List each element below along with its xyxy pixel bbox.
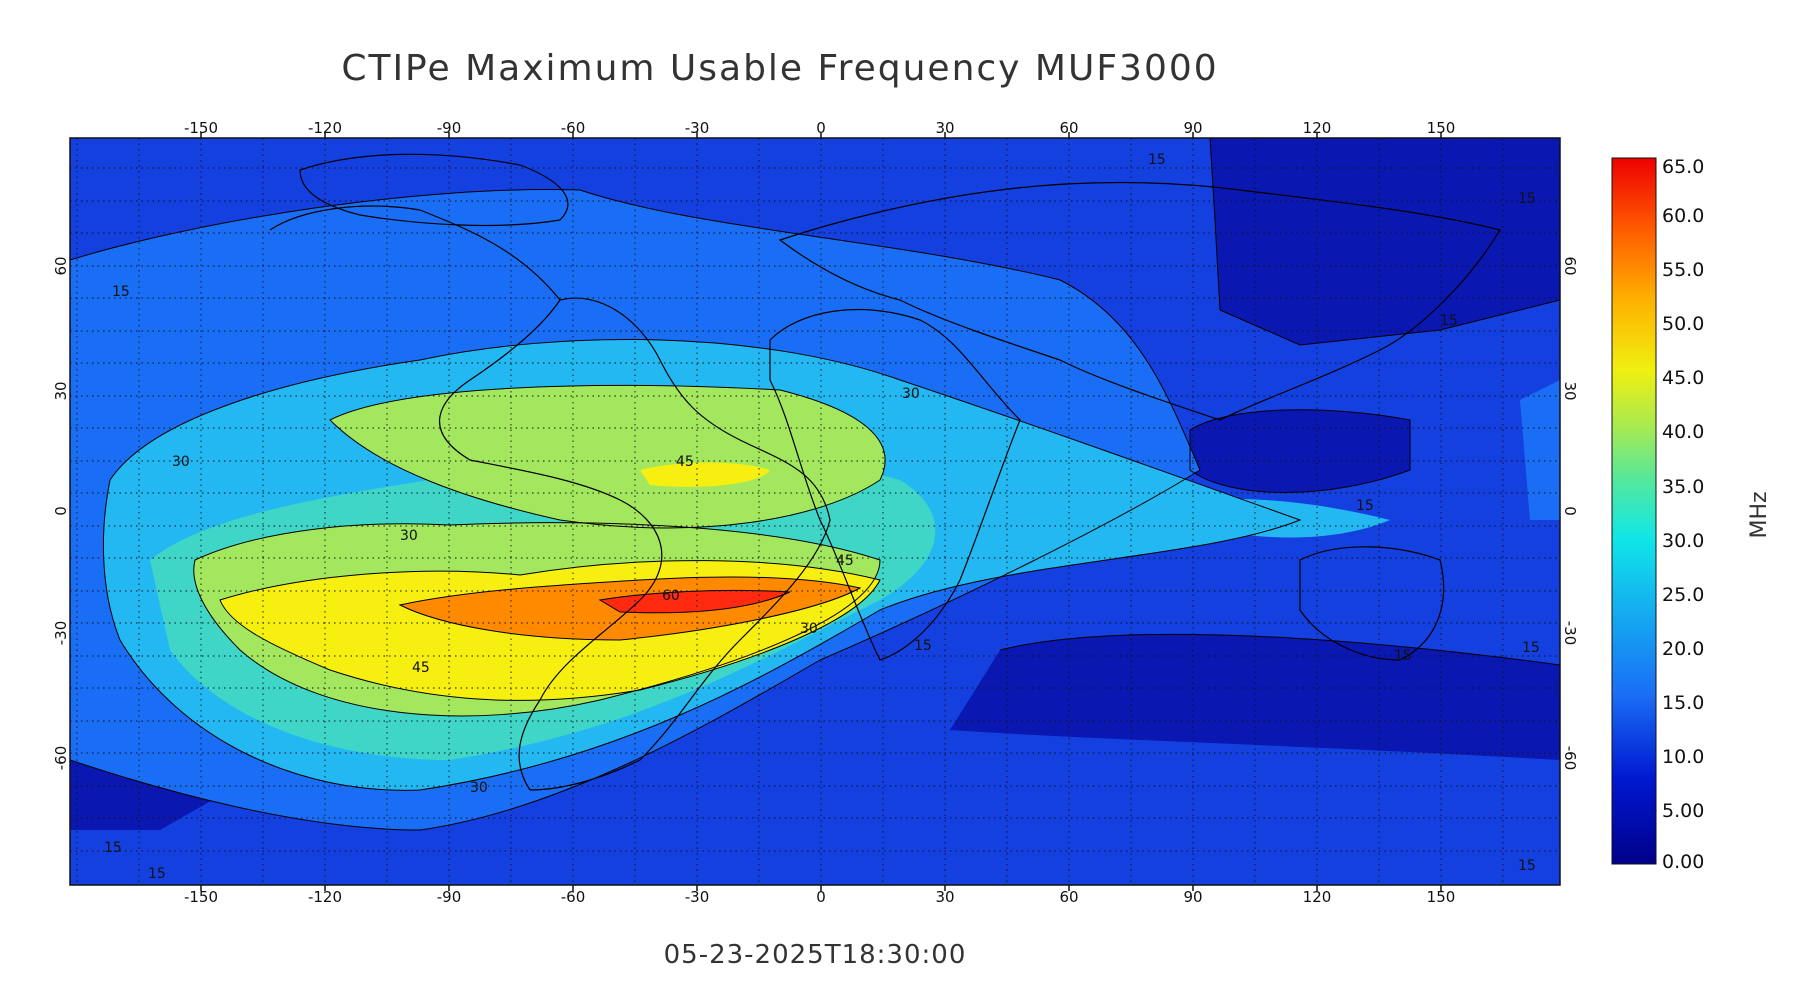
muf-contour-fill: 15 15 15 15 15 15 15 15 15 30 30 30 30 3… bbox=[70, 138, 1598, 885]
region-asia-low bbox=[1210, 138, 1560, 345]
lon-tick-label: 120 bbox=[1303, 888, 1332, 906]
lon-tick-label: 0 bbox=[816, 888, 826, 906]
lat-ticks-right: 60 30 0 -30 -60 bbox=[1561, 256, 1579, 770]
contour-label: 30 bbox=[1580, 508, 1598, 524]
colorbar-label: 55.0 bbox=[1662, 259, 1704, 281]
colorbar-gradient bbox=[1611, 157, 1657, 865]
lon-tick-label: 90 bbox=[1183, 888, 1202, 906]
lon-tick-label: -30 bbox=[685, 119, 710, 137]
colorbar-label: 20.0 bbox=[1662, 638, 1704, 660]
region-45mhz-north bbox=[640, 462, 770, 487]
coast-australia bbox=[1299, 546, 1445, 661]
lon-tick-label: -120 bbox=[308, 888, 342, 906]
lat-tick-label: -30 bbox=[1561, 621, 1579, 646]
colorbar-label: 40.0 bbox=[1662, 421, 1704, 443]
contour-label: 15 bbox=[104, 840, 122, 856]
contour-label: 15 bbox=[1522, 640, 1540, 656]
contour-label: 15 bbox=[1440, 313, 1458, 329]
contour-label: 15 bbox=[1148, 152, 1166, 168]
lon-tick-label: 120 bbox=[1303, 119, 1332, 137]
colorbar-label: 5.00 bbox=[1662, 800, 1704, 822]
lon-tick-label: -60 bbox=[561, 119, 586, 137]
lat-tick-label: 0 bbox=[52, 506, 70, 516]
contour-label: 15 bbox=[914, 638, 932, 654]
colorbar-label: 45.0 bbox=[1662, 367, 1704, 389]
lat-tick-label: -60 bbox=[1561, 746, 1579, 771]
lon-tick-label: 150 bbox=[1427, 119, 1456, 137]
coast-americas-east bbox=[529, 297, 831, 791]
chart-title: CTIPe Maximum Usable Frequency MUF3000 bbox=[341, 48, 1219, 89]
lat-tick-label: 60 bbox=[52, 256, 70, 275]
region-philippines-low bbox=[1190, 409, 1410, 493]
lon-tick-label: 90 bbox=[1183, 119, 1202, 137]
contour-label: 30 bbox=[172, 454, 190, 470]
colorbar-unit: MHz bbox=[1747, 491, 1772, 538]
lon-tick-label: -60 bbox=[561, 888, 586, 906]
timestamp: 05-23-2025T18:30:00 bbox=[663, 940, 967, 970]
lon-tick-label: -150 bbox=[184, 119, 218, 137]
map-frame bbox=[69, 137, 1561, 886]
contour-label: 30 bbox=[902, 386, 920, 402]
lon-tick-label: -150 bbox=[184, 888, 218, 906]
contour-label: 15 bbox=[148, 866, 166, 882]
lat-tick-label: -30 bbox=[52, 621, 70, 646]
colorbar-label: 35.0 bbox=[1662, 476, 1704, 498]
lat-tick-label: 60 bbox=[1561, 256, 1579, 275]
lat-tick-label: 30 bbox=[1561, 381, 1579, 400]
contour-label: 15 bbox=[1518, 858, 1536, 874]
contour-label: 45 bbox=[412, 660, 430, 676]
lon-ticks-top: -150 -120 -90 -60 -30 0 30 60 90 120 150 bbox=[184, 119, 1455, 137]
graticule bbox=[70, 138, 1560, 885]
lon-tick-label: 30 bbox=[935, 888, 954, 906]
region-60mhz-peak bbox=[600, 590, 790, 613]
lat-ticks-left: 60 30 0 -30 -60 bbox=[52, 256, 70, 770]
lon-tick-label: -90 bbox=[437, 888, 462, 906]
lon-tick-label: -120 bbox=[308, 119, 342, 137]
lon-tick-label: -90 bbox=[437, 119, 462, 137]
lon-tick-label: 60 bbox=[1059, 888, 1078, 906]
contour-label: 30 bbox=[470, 780, 488, 796]
colorbar-label: 60.0 bbox=[1662, 205, 1704, 227]
lat-tick-label: 0 bbox=[1561, 506, 1579, 516]
contour-label: 45 bbox=[676, 454, 694, 470]
contour-label: 45 bbox=[836, 553, 854, 569]
lat-tick-label: 30 bbox=[52, 381, 70, 400]
region-indonesia-band bbox=[1190, 498, 1390, 538]
colorbar-tick-labels: 65.0 60.0 55.0 50.0 45.0 40.0 35.0 30.0 … bbox=[1662, 156, 1704, 873]
colorbar-label: 15.0 bbox=[1662, 692, 1704, 714]
contour-lines bbox=[70, 138, 1560, 831]
coast-eurasia bbox=[778, 181, 1501, 421]
colorbar: 65.0 60.0 55.0 50.0 45.0 40.0 35.0 30.0 … bbox=[1611, 156, 1772, 873]
lon-tick-label: 0 bbox=[816, 119, 826, 137]
colorbar-label: 65.0 bbox=[1662, 156, 1704, 178]
region-east-edge-band bbox=[1520, 380, 1560, 520]
lon-tick-label: 60 bbox=[1059, 119, 1078, 137]
colorbar-label: 50.0 bbox=[1662, 313, 1704, 335]
coastlines bbox=[269, 153, 1501, 791]
region-40mhz-north bbox=[330, 385, 886, 528]
lon-tick-label: 150 bbox=[1427, 888, 1456, 906]
frame-ticks bbox=[200, 132, 1442, 891]
colorbar-label: 30.0 bbox=[1662, 530, 1704, 552]
lon-tick-label: 30 bbox=[935, 119, 954, 137]
contour-label: 15 bbox=[1356, 498, 1374, 514]
coast-africa bbox=[769, 309, 1021, 661]
lat-tick-label: -60 bbox=[52, 746, 70, 771]
contour-label-group: 15 15 15 15 15 15 15 15 15 30 30 30 30 3… bbox=[104, 152, 1598, 882]
lon-tick-label: -30 bbox=[685, 888, 710, 906]
contour-label: 30 bbox=[800, 621, 818, 637]
contour-label: 15 bbox=[112, 284, 130, 300]
contour-label: 30 bbox=[400, 528, 418, 544]
colorbar-label: 25.0 bbox=[1662, 584, 1704, 606]
lon-ticks-bottom: -150 -120 -90 -60 -30 0 30 60 90 120 150 bbox=[184, 888, 1455, 906]
region-south-ocean-low bbox=[950, 634, 1560, 760]
contour-label: 60 bbox=[662, 588, 680, 604]
contour-label: 15 bbox=[1518, 191, 1536, 207]
colorbar-label: 10.0 bbox=[1662, 746, 1704, 768]
colorbar-label: 0.00 bbox=[1662, 851, 1704, 873]
contour-label: 15 bbox=[1394, 648, 1412, 664]
coast-arctic-islands bbox=[299, 153, 569, 227]
